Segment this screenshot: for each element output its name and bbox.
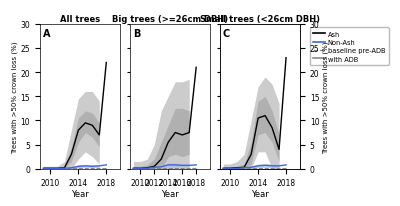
- X-axis label: Year: Year: [161, 189, 179, 198]
- Text: B: B: [133, 29, 140, 39]
- Title: Big trees (>=26cm DBH): Big trees (>=26cm DBH): [112, 15, 228, 24]
- Y-axis label: Trees with >50% crown loss (%): Trees with >50% crown loss (%): [11, 41, 18, 153]
- X-axis label: Year: Year: [71, 189, 89, 198]
- Legend: Ash, Non-Ash, baseline pre-ADB, with ADB: Ash, Non-Ash, baseline pre-ADB, with ADB: [310, 28, 388, 66]
- Text: A: A: [43, 29, 51, 39]
- Text: C: C: [223, 29, 230, 39]
- Title: Small trees (<26cm DBH): Small trees (<26cm DBH): [200, 15, 320, 24]
- X-axis label: Year: Year: [251, 189, 269, 198]
- Y-axis label: Trees with >50% crown loss (%): Trees with >50% crown loss (%): [322, 41, 329, 153]
- Title: All trees: All trees: [60, 15, 100, 24]
